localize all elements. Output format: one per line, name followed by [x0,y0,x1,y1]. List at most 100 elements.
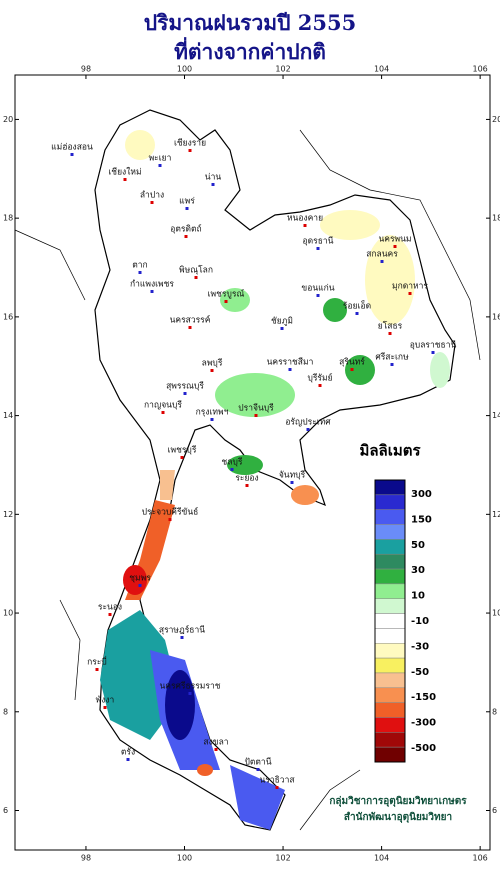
station [138,584,142,587]
graticule: 98 98 100 100 102 102 104 104 106 106 6 6 8 8 10 10 12 12… [3,65,500,863]
place-label: นครสวรรค์ [170,315,211,326]
legend-swatch [374,494,406,510]
place-label: ปราจีนบุรี [238,403,274,414]
station [210,369,214,372]
legend-label: 30 [411,565,425,576]
station [188,149,192,152]
thailand [94,109,456,831]
station [350,368,354,371]
legend-swatch [374,628,406,644]
lat-label: 6 [492,806,497,815]
place-label: ปัตตานี [244,757,271,768]
lat-label: 6 [3,806,8,815]
legend-swatch [374,598,406,614]
legend-swatch [374,732,406,748]
legend-label: -10 [411,616,429,627]
lat-label: 12 [492,510,500,519]
station [303,224,307,227]
station [210,418,214,421]
station [318,384,322,387]
place-label: กาญจนบุรี [144,400,182,411]
station [290,481,294,484]
place-label: แม่ฮ่องสอน [51,143,93,153]
legend-swatch [374,583,406,599]
place-label: สุพรรณบุรี [166,381,204,392]
station [388,332,392,335]
place-label: กรุงเทพฯ [196,408,229,418]
lon-label: 104 [374,65,389,74]
place-label: นราธิวาส [259,776,295,786]
station [275,786,279,789]
station [150,201,154,204]
lat-label: 16 [492,312,500,321]
station [126,758,130,761]
legend-swatch [374,702,406,718]
lon-label: 106 [473,65,488,74]
legend-label: -500 [411,743,436,754]
legend-label: 300 [411,489,432,500]
legend-swatch [374,539,406,555]
lat-label: 18 [3,214,13,223]
legend-label: -300 [411,718,436,729]
lat-label: 8 [3,707,8,716]
place-label: สุรินทร์ [339,357,365,368]
station [188,692,192,695]
station [256,768,260,771]
station [70,153,74,156]
station [280,327,284,330]
station [168,518,172,521]
legend-label: -50 [411,667,429,678]
place-label: อุบลราชธานี [410,340,457,351]
station [288,368,292,371]
place-label: อรัญประเทศ [285,418,331,428]
legend-swatch [374,613,406,629]
title: ปริมาณฝนรวมปี 2555 [144,10,356,35]
station [188,326,192,329]
place-label: นครราชสีมา [267,357,314,368]
place-label: จันทบุรี [279,470,306,481]
place-label: สงขลา [203,738,228,748]
station [158,164,162,167]
place-label: ระนอง [98,603,122,613]
legend: 300 150 50 30 10 -10 -30 -50 -150 -300 -500 [374,479,436,763]
lat-label: 20 [3,115,13,124]
place-label: ร้อยเอ็ด [343,300,371,312]
station [180,636,184,639]
lon-label: 98 [81,854,91,863]
place-label: ลำปาง [140,191,164,201]
station [390,363,394,366]
station [254,414,258,417]
lat-label: 20 [492,115,500,124]
lon-label: 106 [473,854,488,863]
place-label: นครพนม [378,235,411,245]
station [245,484,249,487]
station [150,290,154,293]
place-label: ตรัง [121,748,135,758]
place-label: เชียงใหม่ [108,167,141,178]
place-label: ชลบุรี [222,457,243,468]
station [408,292,412,295]
legend-label: -30 [411,641,429,652]
lon-label: 100 [177,854,192,863]
place-label: ยโสธร [378,321,403,332]
place-label: กระบี่ [87,656,107,668]
place-label: ตาก [132,261,147,271]
legend-label: 10 [411,591,425,602]
anomaly-shading [100,130,450,830]
legend-swatch [374,672,406,689]
station [180,456,184,459]
lon-label: 102 [275,65,290,74]
station [380,260,384,263]
station [355,312,359,315]
place-label: มุกดาหาร [392,282,428,292]
legend-swatch [374,746,406,763]
lat-label: 8 [492,707,497,716]
station [194,276,198,279]
place-label: พะเยา [149,154,172,164]
place-label: หนองคาย [287,214,323,224]
place-label: เพชรบุรี [168,445,197,456]
station [393,245,397,248]
place-label: พังงา [96,696,115,706]
station [108,613,112,616]
